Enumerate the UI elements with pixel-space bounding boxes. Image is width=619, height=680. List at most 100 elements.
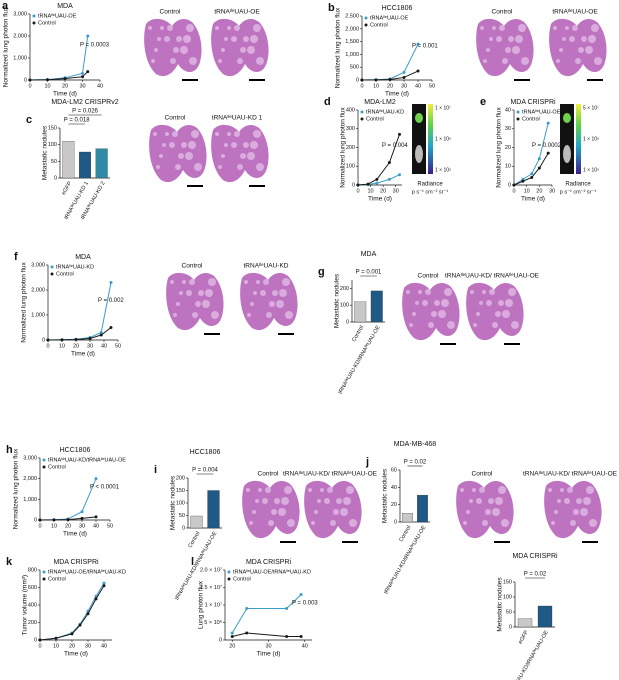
bar <box>517 618 533 628</box>
tissue-texture <box>285 311 293 319</box>
tissue-texture <box>336 498 342 504</box>
tissue-texture <box>227 26 231 30</box>
tissue-texture <box>548 488 552 492</box>
data-point <box>530 172 534 176</box>
y-tick-label: 800 <box>28 567 37 573</box>
legend-marker <box>364 23 368 27</box>
y-tick-label: 1,000 <box>23 497 37 503</box>
x-tick-label: 0 <box>28 83 31 89</box>
y-tick-label: 0 <box>182 525 185 531</box>
tissue-texture <box>215 26 219 30</box>
x-tick-label: Control <box>351 325 365 343</box>
y-tick-label: 2,500 <box>345 13 359 19</box>
lung-section <box>211 124 269 183</box>
x-tick-label: 40 <box>97 83 103 89</box>
tissue-texture <box>496 36 502 42</box>
histology-image: Control <box>456 471 514 543</box>
data-point <box>54 636 58 640</box>
tissue-texture <box>488 498 494 504</box>
y-tick-label: 1,000 <box>31 312 45 318</box>
y-tick-label: 1,500 <box>345 39 359 45</box>
y-tick-label: 2,000 <box>23 476 37 482</box>
mouse-signal <box>415 113 423 123</box>
histology-image: Control <box>402 273 460 345</box>
tissue-texture <box>559 48 563 52</box>
panel-letter: k <box>6 556 13 568</box>
data-point <box>60 338 64 342</box>
tissue-texture <box>218 59 222 63</box>
y-tick-label: 2.0 × 10⁷ <box>200 566 222 573</box>
series-line <box>513 152 549 186</box>
legend-marker <box>32 14 36 18</box>
x-tick-label: 0 <box>38 643 41 649</box>
y-tick-label: 0 <box>34 517 37 523</box>
tissue-texture <box>279 289 287 297</box>
tissue-texture <box>515 35 523 43</box>
x-axis-label: Time (d) <box>385 91 409 98</box>
tissue-texture <box>479 301 483 305</box>
histology-image: tRNAᴵˡᵉUAU-KD/ tRNAᴵˡᵉUAU-OE <box>445 273 540 345</box>
legend-marker <box>50 265 54 269</box>
tissue-texture <box>170 58 176 64</box>
tissue-texture <box>518 24 526 32</box>
tissue-texture <box>308 488 312 492</box>
tissue-texture <box>580 508 588 516</box>
data-point <box>512 183 516 187</box>
tissue-texture <box>340 508 348 516</box>
tissue-texture <box>521 57 529 65</box>
series-line <box>232 632 302 637</box>
tissue-texture <box>333 509 339 515</box>
image-caption: Control <box>258 471 280 478</box>
y-axis-label: Normalized lung photon flux <box>13 448 20 529</box>
x-tick-label: 0 <box>46 343 49 349</box>
x-tick-label: 40 <box>101 643 107 649</box>
tissue-texture <box>576 498 582 504</box>
data-point <box>546 151 550 155</box>
series-line <box>47 327 112 341</box>
tissue-texture <box>224 143 228 147</box>
data-point <box>70 632 74 636</box>
tissue-texture <box>160 26 164 30</box>
lung-section <box>149 124 207 183</box>
tissue-texture <box>256 57 264 65</box>
legend-label: tRNAᴵˡᵉUAU-KD/tRNAᴵˡᵉUAU-OE <box>48 456 126 463</box>
y-tick-label: 100 <box>176 500 185 506</box>
p-value: P = 0.001 <box>412 44 438 50</box>
tissue-texture <box>553 26 557 30</box>
y-tick-label: 5 × 10⁶ <box>204 619 222 626</box>
legend-label: Control <box>56 271 74 277</box>
data-point <box>375 177 379 181</box>
panel-letter: f <box>14 251 18 263</box>
chart-title: MDA-LM2 CRISPRv2 <box>51 99 118 106</box>
x-tick-label: 10 <box>524 188 530 194</box>
y-tick-label: 0 <box>394 519 397 525</box>
tissue-texture <box>244 280 248 284</box>
tissue-texture <box>583 497 591 505</box>
x-tick-label: 30 <box>549 188 555 194</box>
tissue-texture <box>498 300 504 306</box>
x-tick-label: 20 <box>65 523 71 529</box>
tissue-texture <box>240 153 246 159</box>
lung-section <box>476 18 534 77</box>
x-axis-label: Time (d) <box>368 196 392 203</box>
tissue-texture <box>165 132 169 136</box>
tissue-texture <box>231 142 237 148</box>
x-axis-label: Time (d) <box>53 91 77 98</box>
data-point <box>81 71 84 75</box>
y-tick-label: 400 <box>346 107 355 113</box>
p-value: P = 0.02 <box>524 572 547 578</box>
y-tick-label: 100 <box>340 303 349 309</box>
data-point <box>285 635 289 638</box>
colorbar-label: 1 × 10⁷ <box>435 105 451 111</box>
histology-image: tRNAᴵˡᵉUAU-KD/ tRNAᴵˡᵉUAU-OE <box>283 471 378 543</box>
histology-image: tRNAᴵˡᵉUAU-OE <box>549 9 607 81</box>
panel-letter: i <box>154 464 157 476</box>
tissue-texture <box>569 36 575 42</box>
y-tick-label: 3,000 <box>23 455 37 461</box>
legend-label: tRNAᴵˡᵉUAU-OE <box>370 14 409 21</box>
panel-letter: d <box>324 96 331 108</box>
y-tick-label: 50 <box>51 159 57 165</box>
data-point <box>94 477 98 481</box>
chart-title: MDA CRISPRi <box>53 559 99 566</box>
tissue-texture <box>211 311 219 319</box>
